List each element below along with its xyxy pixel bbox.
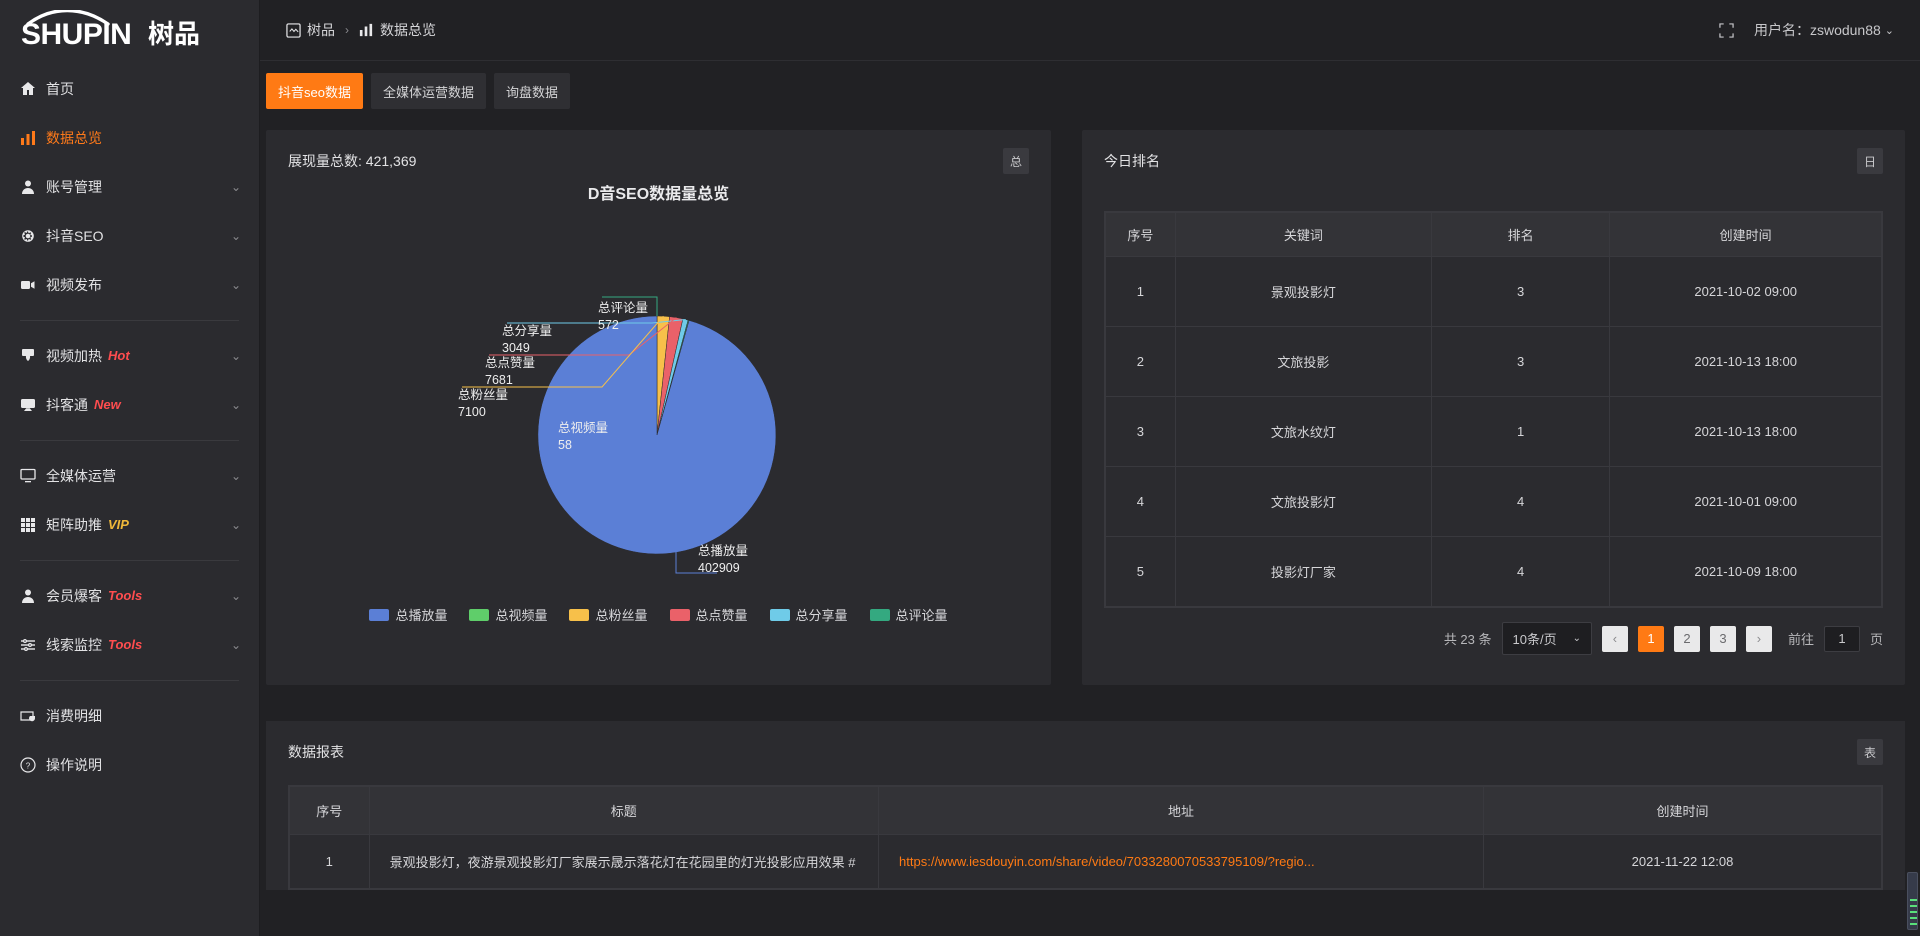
svg-text:SHUPIN: SHUPIN bbox=[21, 18, 131, 48]
svg-text:树品: 树品 bbox=[148, 14, 200, 48]
svg-text:?: ? bbox=[26, 761, 31, 770]
